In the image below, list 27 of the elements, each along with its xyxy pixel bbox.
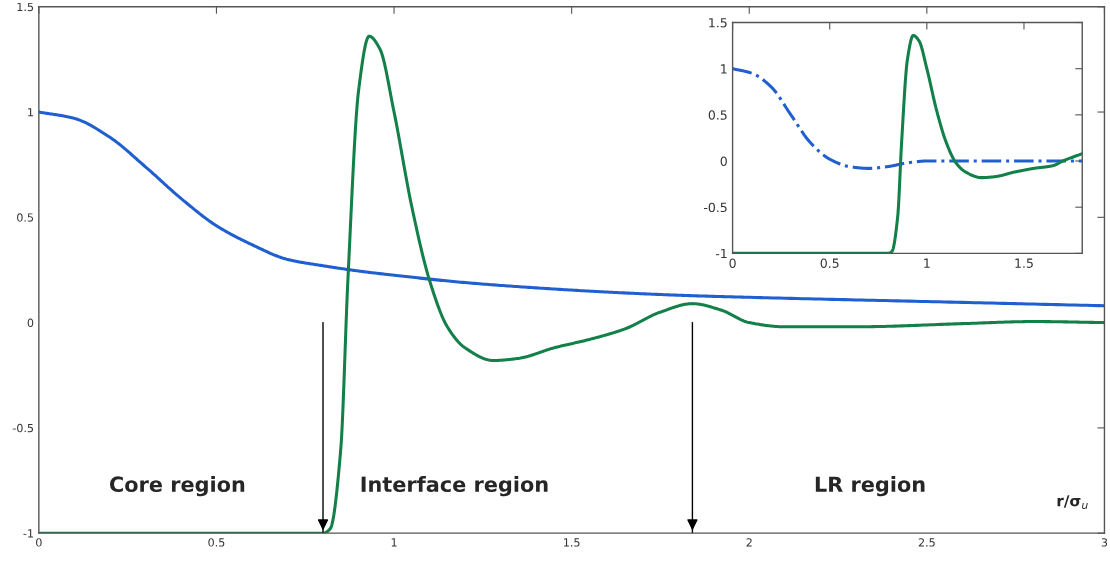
x-tick-label: 0: [729, 258, 736, 268]
y-tick-label: 1.5: [709, 18, 727, 28]
y-tick-label: -0.5: [703, 202, 727, 213]
y-tick-label: 0.5: [708, 110, 727, 120]
y-tick-label: -0.5: [12, 423, 34, 433]
y-tick-label: -1: [23, 529, 33, 538]
y-tick-label: 1.5: [17, 2, 34, 12]
y-tick-label: 0.5: [17, 213, 34, 222]
annotation: Core region: [109, 475, 245, 497]
x-tick-label: 2: [746, 538, 752, 547]
x-tick-label: 1.5: [1015, 258, 1033, 268]
y-tick-label: 0: [720, 156, 727, 166]
x-axis-title: r/σ$_{u}$: [1057, 495, 1088, 509]
annotation: LR region: [815, 475, 925, 497]
x-tick-label: 0: [36, 538, 42, 547]
x-tick-label: 1: [924, 258, 930, 268]
y-tick-label: 1: [721, 64, 727, 74]
y-tick-label: 0: [27, 318, 34, 327]
y-tick-label: -1: [715, 248, 727, 259]
annotation: Interface region: [361, 475, 548, 497]
x-tick-label: 3: [1101, 538, 1108, 547]
x-tick-label: 0.5: [820, 258, 839, 268]
x-tick-label: 2.5: [918, 538, 935, 547]
y-tick-label: 1: [28, 108, 33, 117]
x-tick-label: 1.5: [564, 538, 580, 547]
x-tick-label: 1: [391, 538, 397, 547]
x-tick-label: 0.5: [208, 538, 225, 547]
